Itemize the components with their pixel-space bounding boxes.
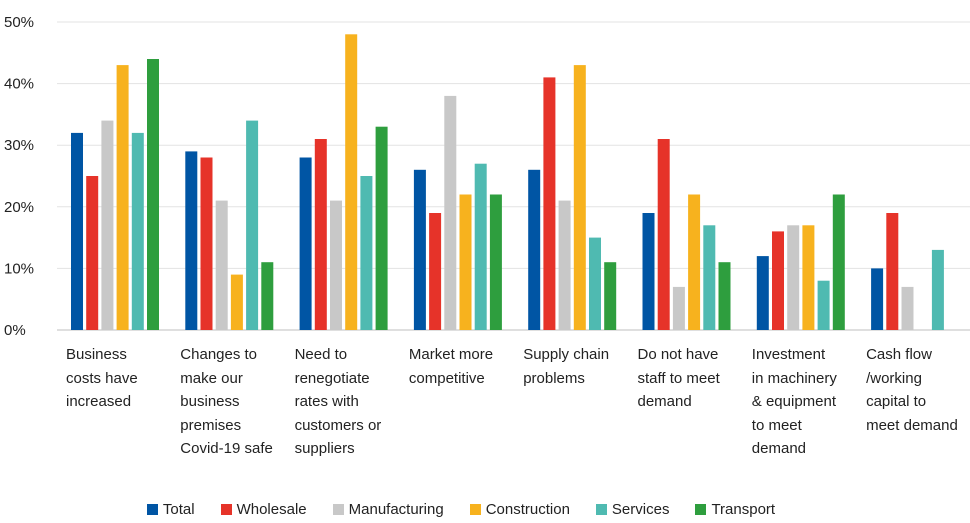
bar [147,59,159,330]
bar [528,169,541,330]
bar [772,231,784,330]
legend-swatch [469,504,481,515]
category-label: Do not have staff to meet demand [637,346,720,410]
bar [657,139,670,330]
bar [672,286,685,330]
legend-label: Manufacturing [348,501,444,518]
bar [489,194,502,330]
bar [802,225,815,330]
y-tick-label: 50% [4,14,34,31]
bar [589,237,601,330]
category-label: Changes to make our business premises Co… [180,346,273,457]
bar [314,139,327,330]
y-tick-label: 40% [4,76,34,93]
category-label: Market more competitive [408,346,494,387]
bar [330,200,342,330]
y-tick-label: 20% [4,199,34,216]
legend-swatch [595,504,607,515]
category-label: Supply chain problems [523,346,610,387]
bar [101,120,114,330]
legend-item: Wholesale [220,501,307,518]
bar [230,274,243,330]
bar [261,262,274,330]
bar [931,249,944,330]
legend-item: Services [595,501,670,518]
bar [901,286,914,330]
bar [474,163,487,330]
bar [718,262,731,330]
bar [299,157,312,330]
bar [200,157,213,330]
bar [360,176,373,330]
bar [185,151,198,330]
legend-label: Total [162,501,195,518]
category-label: Need to renegotiate rates with customers… [294,346,382,457]
bar [86,176,99,330]
y-tick-label: 0% [4,322,26,339]
bar [703,225,716,330]
bars [71,34,944,331]
bar [642,213,655,330]
bar [459,194,472,330]
bar [756,256,769,330]
y-tick-label: 10% [4,260,34,277]
bar [886,213,899,330]
legend-swatch [220,504,232,515]
bar [71,132,83,330]
bar [604,262,617,330]
legend-label: Wholesale [236,501,307,518]
bar [116,65,129,330]
bar [444,95,457,331]
bar [573,65,586,330]
legend-item: Manufacturing [332,501,444,518]
y-tick-label: 30% [4,137,34,154]
legend-label: Transport [711,501,776,518]
bar [543,77,556,331]
category-label: Investment in machinery & equipment to m… [751,346,837,457]
bar [131,132,144,330]
legend-swatch [332,504,344,515]
bar [429,213,442,330]
bar [871,268,884,330]
category-label: Business costs have increased [66,346,138,410]
legend-item: Total [146,501,195,518]
legend-swatch [695,504,707,515]
legend-item: Transport [695,501,775,518]
bar [787,225,800,330]
bar [413,169,426,330]
bar [246,120,259,330]
bar [832,194,845,330]
legend-item: Construction [469,501,570,518]
legend: Total Wholesale Manufacturing Construction S… [0,501,922,518]
bar [215,200,228,330]
y-axis-ticks: 0% 10% 20% 30% 40% 50% [4,14,34,339]
bar [345,34,358,331]
bar [558,200,571,330]
bar [688,194,701,330]
legend-swatch [146,504,158,515]
legend-label: Services [611,501,670,518]
bar [375,126,388,330]
category-label: Cash flow /working capital to meet deman… [866,346,958,434]
bar [817,280,830,330]
legend-label: Construction [485,501,570,518]
